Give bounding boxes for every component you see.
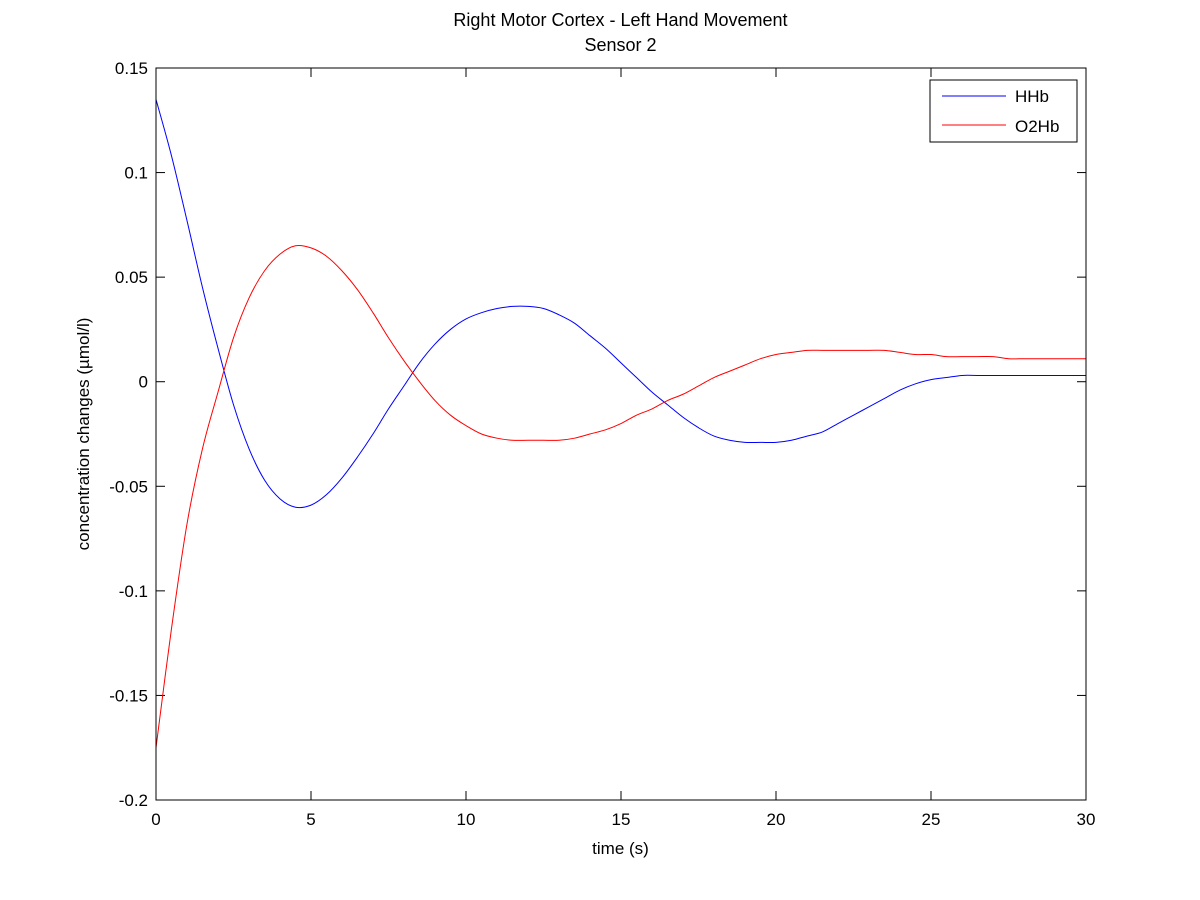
y-axis-ticks: -0.2 -0.15 -0.1 -0.05 0 0.05 0.1 0.15 xyxy=(109,59,1086,810)
series-layer xyxy=(155,99,1086,748)
y-tick-label: -0.1 xyxy=(119,582,148,601)
x-tick-label: 25 xyxy=(922,810,941,829)
y-axis-label: concentration changes (µmol/l) xyxy=(74,318,93,551)
plot-area xyxy=(156,68,1086,800)
x-tick-label: 15 xyxy=(612,810,631,829)
chart-subtitle: Sensor 2 xyxy=(584,35,656,55)
y-tick-label: -0.15 xyxy=(109,686,148,705)
legend-label-o2hb: O2Hb xyxy=(1015,117,1059,136)
y-tick-label: 0 xyxy=(139,373,148,392)
x-tick-label: 10 xyxy=(457,810,476,829)
legend: HHb O2Hb xyxy=(929,79,1078,143)
y-tick-label: 0.1 xyxy=(124,164,148,183)
series-line-hhb xyxy=(155,99,1086,509)
chart-title: Right Motor Cortex - Left Hand Movement xyxy=(453,10,787,30)
legend-box xyxy=(929,79,1078,143)
legend-label-hhb: HHb xyxy=(1015,87,1049,106)
x-tick-label: 0 xyxy=(151,810,160,829)
y-tick-label: 0.15 xyxy=(115,59,148,78)
y-tick-label: -0.2 xyxy=(119,791,148,810)
y-tick-label: 0.05 xyxy=(115,268,148,287)
x-tick-label: 30 xyxy=(1077,810,1096,829)
y-tick-label: -0.05 xyxy=(109,477,148,496)
x-tick-label: 20 xyxy=(767,810,786,829)
x-tick-label: 5 xyxy=(306,810,315,829)
x-axis-label: time (s) xyxy=(592,839,649,858)
plot-frame xyxy=(155,67,1087,801)
series-line-o2hb xyxy=(155,244,1086,748)
